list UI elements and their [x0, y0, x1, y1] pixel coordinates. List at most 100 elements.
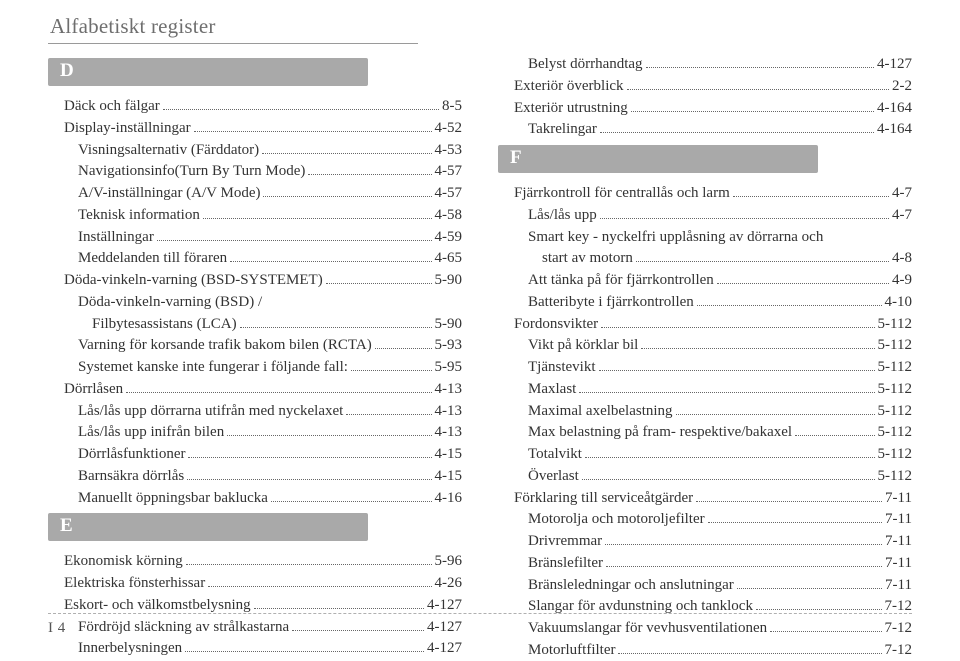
- index-entry-label: Teknisk information: [78, 205, 200, 227]
- index-entry-label: Exteriör överblick: [514, 76, 624, 98]
- index-entry: Maximal axelbelastning5-112: [514, 401, 912, 423]
- index-entry: Fordonsvikter5-112: [514, 314, 912, 336]
- leader-dots: [208, 580, 431, 587]
- index-entry: Motorolja och motoroljefilter7-11: [514, 509, 912, 531]
- index-entry-label: Förklaring till serviceåtgärder: [514, 488, 693, 510]
- index-entry-page: 4-13: [435, 422, 463, 444]
- index-entry-label: start av motorn: [542, 248, 633, 270]
- leader-dots: [600, 126, 874, 133]
- index-entry-page: 7-12: [885, 640, 913, 661]
- section-letter-d: D: [48, 58, 368, 86]
- index-entry-page: 5-112: [878, 357, 912, 379]
- leader-dots: [641, 342, 874, 349]
- index-entry-label: Varning för korsande trafik bakom bilen …: [78, 335, 372, 357]
- index-entry-page: 7-11: [885, 488, 912, 510]
- leader-dots: [230, 255, 431, 262]
- index-entry-label: Fordonsvikter: [514, 314, 598, 336]
- section-letter-e: E: [48, 513, 368, 541]
- index-entry: Display-inställningar 4-52: [64, 118, 462, 140]
- index-entry-label: Döda-vinkeln-varning (BSD-SYSTEMET): [64, 270, 323, 292]
- index-entry-page: 8-5: [442, 96, 462, 118]
- index-entry-page: 4-7: [892, 183, 912, 205]
- index-entry: Totalvikt5-112: [514, 444, 912, 466]
- leader-dots: [585, 451, 875, 458]
- index-entry: Exteriör utrustning4-164: [514, 98, 912, 120]
- index-entry: Filbytesassistans (LCA)5-90: [64, 314, 462, 336]
- index-entry-page: 2-2: [892, 76, 912, 98]
- index-entry-label: Exteriör utrustning: [514, 98, 628, 120]
- index-entry-page: 5-93: [435, 335, 463, 357]
- index-entry: Motorluftfilter7-12: [514, 640, 912, 661]
- index-entry-label: Lås/lås upp dörrarna utifrån med nyckela…: [78, 401, 343, 423]
- index-entry: Tjänstevikt 5-112: [514, 357, 912, 379]
- index-entry-page: 4-57: [435, 161, 463, 183]
- leader-dots: [627, 83, 889, 90]
- index-entry-page: 5-95: [435, 357, 463, 379]
- leader-dots: [194, 125, 432, 132]
- index-entry: Smart key - nyckelfri upplåsning av dörr…: [514, 227, 912, 249]
- index-entry: Barnsäkra dörrlås4-15: [64, 466, 462, 488]
- leader-dots: [186, 558, 432, 565]
- index-entry-page: 7-11: [885, 531, 912, 553]
- index-entry: Belyst dörrhandtag4-127: [514, 54, 912, 76]
- index-entry-label: Tjänstevikt: [528, 357, 596, 379]
- index-entry-page: 5-90: [435, 270, 463, 292]
- index-entry: Att tänka på för fjärrkontrollen4-9: [514, 270, 912, 292]
- leader-dots: [605, 538, 882, 545]
- index-entry-label: Fjärrkontroll för centrallås och larm: [514, 183, 730, 205]
- leader-dots: [708, 516, 882, 523]
- index-entry-label: Systemet kanske inte fungerar i följande…: [78, 357, 348, 379]
- page-footer: I 4: [0, 613, 960, 637]
- index-entry: Döda-vinkeln-varning (BSD) /: [64, 292, 462, 314]
- index-entry: Lås/lås upp4-7: [514, 205, 912, 227]
- index-entry-page: 5-96: [435, 551, 463, 573]
- index-entry-page: 4-7: [892, 205, 912, 227]
- index-entry: Ekonomisk körning 5-96: [64, 551, 462, 573]
- index-entry-label: Döda-vinkeln-varning (BSD) /: [78, 292, 262, 314]
- index-entry: Lås/lås upp dörrarna utifrån med nyckela…: [64, 401, 462, 423]
- index-entry-page: 7-11: [885, 553, 912, 575]
- leader-dots: [187, 473, 431, 480]
- leader-dots: [375, 342, 432, 349]
- right-column: Belyst dörrhandtag4-127Exteriör överblic…: [498, 54, 912, 661]
- index-entry-label: Ekonomisk körning: [64, 551, 183, 573]
- leader-dots: [733, 190, 889, 197]
- index-entry-page: 4-57: [435, 183, 463, 205]
- index-entry: Takrelingar4-164: [514, 119, 912, 141]
- leader-dots: [696, 495, 882, 502]
- index-entry-label: Barnsäkra dörrlås: [78, 466, 184, 488]
- leader-dots: [795, 429, 874, 436]
- index-entry-page: 4-13: [435, 401, 463, 423]
- index-entry-label: Överlast: [528, 466, 579, 488]
- leader-dots: [262, 147, 431, 154]
- leader-dots: [346, 408, 431, 415]
- leader-dots: [756, 603, 882, 610]
- left-column: DDäck och fälgar8-5Display-inställningar…: [48, 54, 462, 661]
- entries-block: Fjärrkontroll för centrallås och larm 4-7…: [514, 183, 912, 661]
- index-entry: Innerbelysningen4-127: [64, 638, 462, 660]
- index-entry: Visningsalternativ (Färddator)4-53: [64, 140, 462, 162]
- leader-dots: [697, 299, 882, 306]
- index-entry-page: 4-52: [435, 118, 463, 140]
- leader-dots: [263, 190, 431, 197]
- page-title: Alfabetiskt register: [50, 14, 912, 39]
- index-entry-page: 5-112: [878, 422, 912, 444]
- leader-dots: [326, 277, 432, 284]
- leader-dots: [582, 473, 875, 480]
- entries-block: Däck och fälgar8-5Display-inställningar4…: [64, 96, 462, 509]
- index-entry-page: 4-16: [435, 488, 463, 510]
- index-entry: Överlast5-112: [514, 466, 912, 488]
- index-entry-label: Visningsalternativ (Färddator): [78, 140, 259, 162]
- leader-dots: [126, 386, 431, 393]
- index-entry-label: Elektriska fönsterhissar: [64, 573, 205, 595]
- index-entry-label: Batteribyte i fjärrkontrollen: [528, 292, 694, 314]
- index-entry-label: Display-inställningar: [64, 118, 191, 140]
- index-entry-page: 5-112: [878, 379, 912, 401]
- index-entry: Meddelanden till föraren4-65: [64, 248, 462, 270]
- index-entry-label: Motorolja och motoroljefilter: [528, 509, 705, 531]
- index-entry-page: 4-65: [435, 248, 463, 270]
- leader-dots: [717, 277, 889, 284]
- index-entry: Dörrlåsfunktioner4-15: [64, 444, 462, 466]
- index-entry: Maxlast5-112: [514, 379, 912, 401]
- index-entry-label: Dörrlåsen: [64, 379, 123, 401]
